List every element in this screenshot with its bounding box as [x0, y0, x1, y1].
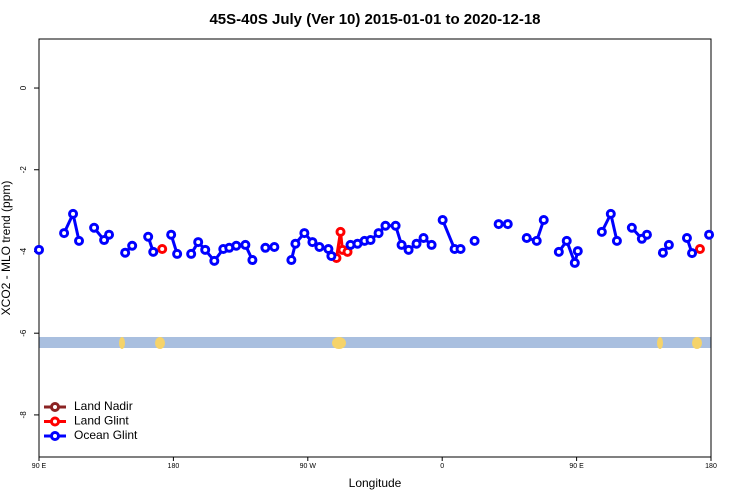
x-tick-label: 180 — [168, 463, 180, 470]
data-point — [365, 235, 376, 246]
data-point — [521, 232, 532, 243]
land-patch — [155, 337, 165, 349]
data-point — [240, 239, 251, 250]
data-point — [373, 228, 384, 239]
data-point — [186, 248, 197, 259]
data-point — [538, 215, 549, 226]
legend-label: Ocean Glint — [74, 428, 138, 442]
data-point — [269, 241, 280, 252]
data-point — [193, 237, 204, 248]
data-point — [143, 231, 154, 242]
chart-title: 45S-40S July (Ver 10) 2015-01-01 to 2020… — [209, 11, 540, 28]
data-point — [247, 255, 258, 266]
data-point — [469, 235, 480, 246]
data-point — [531, 235, 542, 246]
data-point — [553, 246, 564, 257]
data-point — [104, 229, 115, 240]
data-point — [200, 244, 211, 255]
data-point — [396, 239, 407, 250]
land-patch — [119, 337, 125, 349]
data-point — [561, 235, 572, 246]
legend-marker — [50, 402, 60, 412]
legend-marker — [50, 416, 60, 427]
land-patch — [657, 337, 663, 349]
data-point — [437, 215, 448, 226]
data-point — [74, 235, 85, 246]
x-tick-label: 90 E — [32, 463, 47, 470]
data-point — [286, 255, 297, 266]
y-axis-label: XCO2 - MLO trend (ppm) — [0, 181, 13, 316]
y-tick-label: 0 — [19, 85, 28, 90]
data-point — [694, 244, 705, 255]
data-point — [687, 248, 698, 259]
x-tick-label: 90 E — [569, 463, 584, 470]
y-tick-label: -2 — [19, 166, 28, 174]
data-point — [411, 238, 422, 249]
data-point — [426, 239, 437, 250]
data-point — [68, 208, 79, 219]
data-point — [290, 238, 301, 249]
data-point — [157, 244, 168, 255]
data-point — [299, 228, 310, 239]
x-axis-label: Longitude — [349, 476, 402, 490]
data-point — [663, 239, 674, 250]
data-point — [502, 219, 513, 230]
data-point — [314, 241, 325, 252]
data-point — [596, 226, 607, 237]
data-point — [418, 232, 429, 243]
data-point — [209, 255, 220, 266]
x-tick-label: 90 W — [300, 463, 317, 470]
data-point — [569, 257, 580, 268]
data-point — [307, 237, 318, 248]
y-tick-label: -4 — [19, 247, 28, 255]
data-point — [326, 250, 337, 261]
y-tick-label: -8 — [19, 411, 28, 419]
data-point — [455, 244, 466, 255]
legend-label: Land Nadir — [74, 399, 133, 413]
legend-marker — [50, 431, 60, 441]
data-point — [403, 244, 414, 255]
data-point — [704, 229, 715, 240]
data-point — [493, 219, 504, 230]
legend-label: Land Glint — [74, 414, 129, 428]
data-point — [260, 242, 271, 253]
data-point — [572, 246, 583, 257]
data-point — [390, 220, 401, 231]
data-point — [611, 235, 622, 246]
data-point — [166, 229, 177, 240]
data-point — [681, 232, 692, 243]
data-point — [120, 247, 131, 258]
y-tick-label: -6 — [19, 329, 28, 337]
x-tick-label: 180 — [705, 463, 717, 470]
data-point — [59, 228, 70, 239]
land-patch — [332, 337, 346, 349]
data-point — [231, 240, 242, 251]
surface-strip — [39, 337, 711, 348]
data-point — [89, 222, 100, 233]
x-tick-label: 0 — [440, 463, 444, 470]
data-point — [380, 220, 391, 231]
data-point — [172, 248, 183, 259]
data-point — [335, 226, 346, 237]
data-point — [127, 240, 138, 251]
land-patch — [692, 337, 702, 349]
plot-frame — [38, 38, 712, 458]
data-point — [626, 222, 637, 233]
data-point — [657, 247, 668, 258]
data-point — [641, 229, 652, 240]
data-point — [34, 244, 44, 255]
data-point — [148, 246, 159, 257]
data-point — [605, 208, 616, 219]
